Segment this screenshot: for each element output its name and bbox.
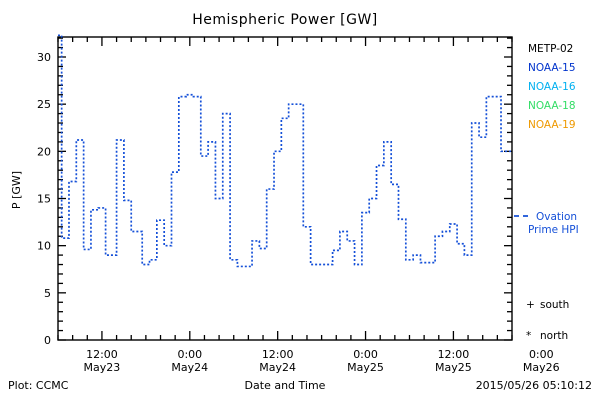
legend-marker-symbol-north: * <box>526 330 531 342</box>
x-axis-labels: 12:00May230:00May2412:00May240:00May2512… <box>84 348 560 374</box>
y-tick-label: 0 <box>44 334 51 347</box>
x-tick-label-date: May25 <box>435 361 472 374</box>
x-tick-label-time: 0:00 <box>177 348 202 361</box>
y-tick-label: 25 <box>37 98 51 111</box>
legend-item-ovation-line1: Ovation <box>536 211 577 223</box>
x-tick-label-time: 12:00 <box>262 348 294 361</box>
plot-frame <box>57 36 513 341</box>
y-tick-label: 15 <box>37 193 51 206</box>
x-tick-label-date: May26 <box>523 361 560 374</box>
x-tick-label-date: May25 <box>347 361 384 374</box>
y-axis-title: P [GW] <box>10 171 23 209</box>
data-series-group <box>58 34 512 268</box>
legend-item-noaa-18: NOAA-18 <box>528 100 576 112</box>
timestamp-label: 2015/05/26 05:10:12 <box>475 379 592 392</box>
legend-item-noaa-16: NOAA-16 <box>528 81 576 93</box>
y-tick-label: 20 <box>37 145 51 158</box>
x-tick-label-time: 12:00 <box>86 348 118 361</box>
y-tick-label: 10 <box>37 240 51 253</box>
data-series-line <box>58 34 512 268</box>
x-axis-ticks <box>57 37 513 340</box>
y-axis-labels: 0 5 10 15 20 25 30 <box>37 51 51 347</box>
legend-item-noaa-15: NOAA-15 <box>528 62 576 74</box>
x-tick-label-date: May23 <box>84 361 121 374</box>
plot-source-label: Plot: CCMC <box>8 379 69 392</box>
page-title: Hemispheric Power [GW] <box>192 12 378 28</box>
x-tick-label-date: May24 <box>259 361 296 374</box>
legend-marker-symbol-south: + <box>526 299 535 311</box>
y-tick-label: 5 <box>44 287 51 300</box>
legend-item-ovation-line2: Prime HPI <box>528 224 579 236</box>
legend-marker-label-south: south <box>540 299 569 311</box>
legend-item-noaa-19: NOAA-19 <box>528 119 576 131</box>
legend: METP-02 NOAA-15 NOAA-16 NOAA-18 NOAA-19 Ovati… <box>514 43 579 342</box>
legend-marker-label-north: north <box>540 330 568 342</box>
x-tick-label-time: 0:00 <box>353 348 378 361</box>
y-tick-label: 30 <box>37 51 51 64</box>
x-tick-label-date: May24 <box>171 361 208 374</box>
legend-item-metp-02: METP-02 <box>528 43 573 55</box>
x-tick-label-time: 0:00 <box>529 348 554 361</box>
y-axis-ticks <box>58 37 512 341</box>
x-tick-label-time: 12:00 <box>438 348 470 361</box>
x-axis-title: Date and Time <box>244 379 326 392</box>
